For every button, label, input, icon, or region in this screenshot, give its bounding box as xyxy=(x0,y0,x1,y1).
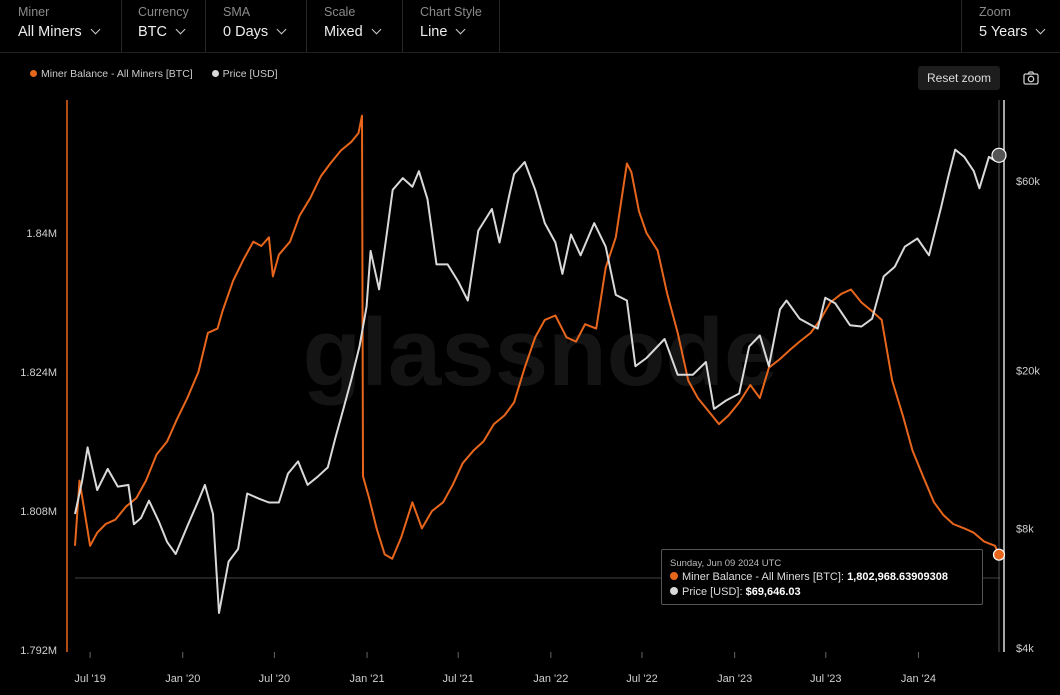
tooltip-balance-value: 1,802,968.63909308 xyxy=(847,571,948,583)
balance-hover-point xyxy=(992,548,1006,561)
sma-dropdown[interactable]: SMA 0 Days xyxy=(206,0,307,52)
chart-style-dropdown[interactable]: Chart Style Line xyxy=(403,0,500,52)
watermark: glassnode xyxy=(303,299,778,406)
legend-label-price: Price [USD] xyxy=(222,68,278,80)
price-series-line xyxy=(74,148,1000,614)
balance-series-line xyxy=(74,114,1000,560)
y-axis-left: 1.84M 1.824M 1.808M 1.792M xyxy=(20,228,57,657)
price-dot-icon xyxy=(211,70,219,77)
chevron-down-icon xyxy=(175,24,186,35)
scale-label: Scale xyxy=(324,5,356,19)
currency-label: Currency xyxy=(138,5,189,19)
legend-item-price[interactable]: Price [USD] xyxy=(211,68,278,80)
x-tick-label: Jan '20 xyxy=(165,673,200,685)
sma-label: SMA xyxy=(223,5,251,19)
tooltip-balance-label: Miner Balance - All Miners [BTC]: xyxy=(682,571,844,583)
balance-dot-icon xyxy=(670,572,678,580)
chevron-down-icon xyxy=(90,24,101,35)
tooltip-price-value: $69,646.03 xyxy=(745,586,801,598)
y-right-tick-label: $4k xyxy=(1016,643,1034,655)
chart-style-label: Chart Style xyxy=(420,5,482,19)
y-left-tick-label: 1.808M xyxy=(20,506,57,518)
toolbar: Miner All Miners Currency BTC SMA 0 Days… xyxy=(0,0,1060,53)
x-tick-label: Jan '23 xyxy=(717,673,752,685)
legend-item-balance[interactable]: Miner Balance - All Miners [BTC] xyxy=(30,68,193,80)
zoom-value: 5 Years xyxy=(979,24,1028,40)
series-group xyxy=(74,114,1007,614)
x-tick-label: Jul '22 xyxy=(626,673,657,685)
price-hover-point xyxy=(991,147,1007,163)
camera-icon[interactable] xyxy=(1023,71,1039,85)
miner-value: All Miners xyxy=(18,24,82,40)
x-tick-label: Jul '20 xyxy=(259,673,290,685)
miner-label: Miner xyxy=(18,5,50,19)
currency-value: BTC xyxy=(138,24,167,40)
x-tick-label: Jan '24 xyxy=(901,673,936,685)
legend-label-balance: Miner Balance - All Miners [BTC] xyxy=(41,68,193,80)
chevron-down-icon xyxy=(371,24,382,35)
chart-legend: Miner Balance - All Miners [BTC] Price [… xyxy=(30,68,293,80)
y-left-tick-label: 1.84M xyxy=(26,228,57,240)
tooltip-row-balance: Miner Balance - All Miners [BTC]: 1,802,… xyxy=(670,570,982,585)
x-tick-label: Jan '22 xyxy=(533,673,568,685)
price-dot-icon xyxy=(670,587,678,595)
x-tick-label: Jul '21 xyxy=(442,673,473,685)
reset-zoom-button[interactable]: Reset zoom xyxy=(918,66,1000,90)
x-tick-label: Jan '21 xyxy=(349,673,384,685)
chevron-down-icon xyxy=(276,24,287,35)
chevron-down-icon xyxy=(1035,24,1046,35)
chevron-down-icon xyxy=(455,24,466,35)
sma-value: 0 Days xyxy=(223,24,269,40)
balance-dot-icon xyxy=(30,70,37,77)
zoom-dropdown[interactable]: Zoom 5 Years xyxy=(961,0,1060,52)
tooltip: Sunday, Jun 09 2024 UTC Miner Balance - … xyxy=(661,549,983,605)
y-right-tick-label: $8k xyxy=(1016,523,1034,535)
tooltip-row-price: Price [USD]: $69,646.03 xyxy=(670,585,982,600)
y-right-tick-label: $60k xyxy=(1016,176,1040,188)
scale-value: Mixed xyxy=(324,24,363,40)
y-right-tick-label: $20k xyxy=(1016,365,1040,377)
y-left-tick-label: 1.792M xyxy=(20,645,57,657)
x-tick-label: Jul '23 xyxy=(810,673,841,685)
currency-dropdown[interactable]: Currency BTC xyxy=(122,0,206,52)
scale-dropdown[interactable]: Scale Mixed xyxy=(307,0,403,52)
y-axis-right: $60k $20k $8k $4k xyxy=(1016,176,1040,655)
zoom-label: Zoom xyxy=(979,5,1011,19)
miner-dropdown[interactable]: Miner All Miners xyxy=(0,0,122,52)
chart-style-value: Line xyxy=(420,24,448,40)
x-axis: Jul '19 Jan '20 Jul '20 Jan '21 Jul '21 Jan '… xyxy=(74,652,936,685)
y-left-tick-label: 1.824M xyxy=(20,367,57,379)
x-tick-label: Jul '19 xyxy=(74,673,105,685)
tooltip-price-label: Price [USD]: xyxy=(682,586,743,598)
tooltip-date: Sunday, Jun 09 2024 UTC xyxy=(670,558,782,569)
